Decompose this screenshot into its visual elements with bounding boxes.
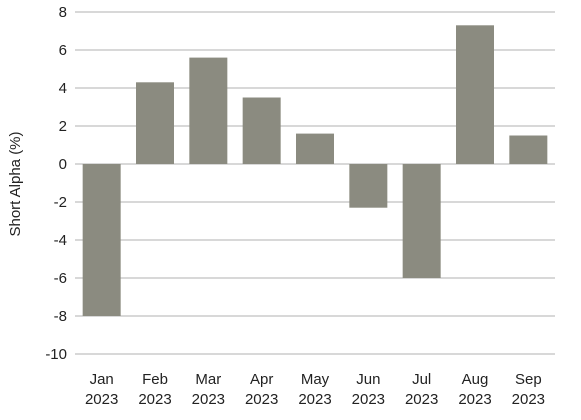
x-tick-month: Sep xyxy=(515,371,542,388)
bar xyxy=(242,97,281,164)
y-tick-label: -10 xyxy=(45,346,67,363)
x-tick-month: May xyxy=(301,371,330,388)
bars xyxy=(82,25,548,316)
x-tick-year: 2023 xyxy=(512,391,545,408)
y-tick-label: -2 xyxy=(54,194,67,211)
x-tick-month: Jan xyxy=(90,371,114,388)
x-tick-year: 2023 xyxy=(138,391,171,408)
x-tick-label: Jun 2023 xyxy=(352,371,385,408)
bar xyxy=(402,164,441,278)
x-tick-labels: Jan 2023 Feb 2023 Mar 2023 Apr 2023 May 2023 Jun 20… xyxy=(85,371,545,408)
x-tick-label: Apr 2023 xyxy=(245,371,278,408)
bar xyxy=(296,133,334,164)
y-tick-label: 2 xyxy=(59,118,67,135)
x-tick-label: Mar 2023 xyxy=(192,371,225,408)
x-tick-label: May 2023 xyxy=(298,371,331,408)
bar xyxy=(189,57,228,164)
y-tick-label: -8 xyxy=(54,308,67,325)
x-tick-month: Mar xyxy=(195,371,221,388)
x-tick-year: 2023 xyxy=(458,391,491,408)
y-tick-label: 8 xyxy=(59,4,67,21)
bar xyxy=(509,135,548,164)
y-tick-labels: -10 -8 -6 -4 -2 0 2 4 6 8 xyxy=(45,4,67,363)
x-tick-year: 2023 xyxy=(352,391,385,408)
bar xyxy=(349,164,388,208)
x-tick-label: Sep 2023 xyxy=(512,371,545,408)
y-tick-label: 6 xyxy=(59,42,67,59)
y-tick-label: 0 xyxy=(59,156,67,173)
x-tick-month: Jul xyxy=(412,371,431,388)
x-tick-year: 2023 xyxy=(298,391,331,408)
bar xyxy=(456,25,494,164)
x-tick-year: 2023 xyxy=(192,391,225,408)
x-tick-year: 2023 xyxy=(85,391,118,408)
x-tick-label: Jul 2023 xyxy=(405,371,438,408)
x-tick-label: Feb 2023 xyxy=(138,371,171,408)
x-tick-label: Aug 2023 xyxy=(458,371,491,408)
x-tick-month: Feb xyxy=(142,371,168,388)
x-tick-month: Aug xyxy=(462,371,489,388)
y-tick-label: -6 xyxy=(54,270,67,287)
y-axis-title: Short Alpha (%) xyxy=(7,131,24,236)
y-tick-label: 4 xyxy=(59,80,67,97)
x-tick-year: 2023 xyxy=(405,391,438,408)
bar xyxy=(136,82,174,164)
x-tick-month: Apr xyxy=(250,371,273,388)
x-tick-year: 2023 xyxy=(245,391,278,408)
bar xyxy=(82,164,121,316)
x-tick-label: Jan 2023 xyxy=(85,371,118,408)
x-tick-month: Jun xyxy=(356,371,380,388)
y-tick-label: -4 xyxy=(54,232,67,249)
